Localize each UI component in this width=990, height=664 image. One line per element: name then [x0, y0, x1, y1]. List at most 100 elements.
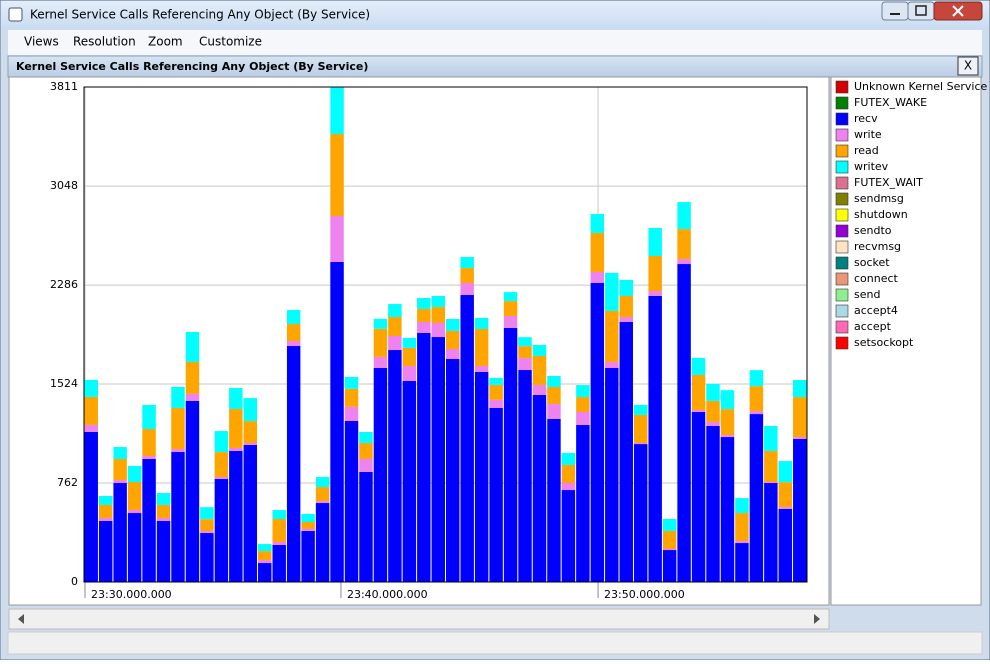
- legend-label: FUTEX_WAKE: [854, 96, 927, 109]
- bar-segment: [619, 295, 633, 318]
- bar-segment: [229, 447, 243, 451]
- bar-segment: [735, 541, 749, 544]
- y-tick-label: 3048: [50, 179, 78, 192]
- bar-segment: [561, 453, 576, 465]
- bar-segment: [662, 549, 677, 551]
- bar-segment: [749, 370, 764, 387]
- legend-swatch: [835, 112, 849, 126]
- bar-segment: [171, 407, 185, 449]
- menu-item[interactable]: Customize: [199, 35, 262, 49]
- bar-segment: [547, 418, 561, 582]
- scroll-right[interactable]: [814, 614, 820, 624]
- bar-segment: [489, 384, 503, 400]
- bar-segment: [489, 399, 503, 408]
- bar-segment: [185, 400, 200, 582]
- legend-swatch: [835, 240, 849, 254]
- bar-segment: [344, 406, 359, 421]
- bar-segment: [315, 501, 330, 504]
- bar-segment: [576, 385, 590, 398]
- bar-segment: [691, 374, 706, 411]
- legend-swatch: [835, 320, 849, 334]
- bar-segment: [474, 371, 489, 582]
- bar-segment: [286, 345, 301, 582]
- bar-segment: [749, 411, 764, 415]
- bar-segment: [720, 437, 735, 582]
- bar-segment: [648, 291, 662, 296]
- bar-segment: [200, 533, 214, 582]
- bar-segment: [402, 337, 417, 348]
- bar-segment: [662, 519, 677, 531]
- bar-segment: [373, 367, 388, 582]
- minimize-button[interactable]: [881, 1, 909, 21]
- bar-segment: [258, 551, 272, 561]
- bar-segment: [330, 261, 344, 582]
- menu-item[interactable]: Resolution: [73, 35, 136, 49]
- bar-segment: [431, 337, 445, 582]
- bar-segment: [474, 365, 489, 372]
- menu-item[interactable]: Views: [24, 35, 59, 49]
- bar-segment: [778, 507, 793, 510]
- bar-segment: [648, 227, 662, 256]
- bar-segment: [576, 424, 590, 582]
- bar-segment: [142, 428, 156, 457]
- bar-segment: [301, 521, 315, 530]
- bar-segment: [648, 255, 662, 292]
- legend-label: setsockopt: [854, 336, 914, 349]
- bar-segment: [113, 480, 127, 484]
- bar-segment: [286, 310, 301, 325]
- bar-segment: [503, 301, 518, 316]
- maximize-button[interactable]: [907, 1, 935, 21]
- legend-swatch: [835, 336, 849, 350]
- bar-segment: [156, 520, 171, 582]
- bar-segment: [605, 272, 619, 311]
- bar-segment: [185, 361, 200, 394]
- maximize-glyph: [915, 5, 927, 16]
- bar-segment: [388, 335, 402, 351]
- bar-segment: [793, 380, 807, 398]
- bar-segment: [243, 444, 258, 582]
- bar-segment: [561, 490, 576, 582]
- bar-segment: [113, 458, 127, 481]
- bar-segment: [98, 517, 113, 521]
- bar-segment: [258, 544, 272, 552]
- legend-swatch: [835, 304, 849, 318]
- bar-segment: [229, 408, 243, 448]
- bar-segment: [547, 404, 561, 419]
- bar-segment: [431, 323, 445, 338]
- bar-segment: [272, 541, 286, 545]
- bar-segment: [171, 451, 185, 582]
- bar-segment: [633, 414, 648, 444]
- bar-segment: [373, 318, 388, 329]
- scroll-left[interactable]: [18, 614, 24, 624]
- bar-segment: [735, 498, 749, 514]
- legend-label: write: [854, 128, 882, 141]
- legend-swatch: [835, 192, 849, 206]
- bar-segment: [344, 420, 359, 582]
- bar-segment: [200, 519, 214, 532]
- bar-segment: [446, 348, 460, 359]
- title-bar: [1, 1, 989, 29]
- bar-segment: [764, 481, 778, 484]
- bar-segment: [706, 400, 720, 422]
- bar-segment: [113, 483, 127, 582]
- bar-segment: [330, 87, 344, 135]
- bar-segment: [315, 477, 330, 488]
- bar-segment: [359, 458, 373, 472]
- legend-label: accept4: [854, 304, 898, 317]
- horizontal-scrollbar[interactable]: [8, 608, 830, 630]
- bar-segment: [691, 410, 706, 412]
- legend-label: FUTEX_WAIT: [854, 176, 923, 189]
- menu-item[interactable]: Zoom: [148, 35, 183, 49]
- bar-segment: [489, 377, 503, 385]
- bar-segment: [503, 315, 518, 328]
- bar-segment: [706, 383, 720, 401]
- legend-label: read: [854, 144, 879, 157]
- bar-segment: [561, 483, 576, 491]
- panel-close-label: X: [964, 59, 972, 73]
- bar-segment: [156, 493, 171, 505]
- bar-segment: [677, 202, 691, 230]
- panel-close-button[interactable]: [957, 56, 979, 76]
- legend-swatch: [835, 208, 849, 222]
- bar-segment: [243, 421, 258, 444]
- bar-segment: [286, 341, 301, 346]
